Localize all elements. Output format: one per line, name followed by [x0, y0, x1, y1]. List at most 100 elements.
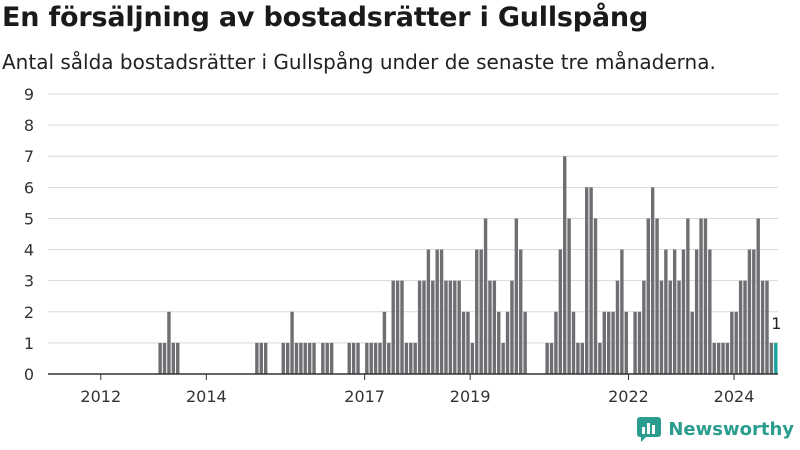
- y-tick-label: 6: [24, 178, 34, 197]
- bar: [281, 342, 285, 374]
- bar: [365, 342, 369, 374]
- bar: [686, 218, 690, 374]
- bar: [514, 218, 519, 374]
- bar: [554, 311, 558, 374]
- bar: [404, 342, 409, 374]
- bar: [479, 249, 483, 374]
- bar: [329, 342, 334, 374]
- y-tick-label: 8: [24, 116, 34, 135]
- bar: [488, 280, 492, 374]
- bar: [549, 342, 554, 374]
- bar: [725, 342, 730, 374]
- bar: [519, 249, 523, 374]
- bar: [483, 218, 488, 374]
- bar: [470, 342, 475, 374]
- bar: [589, 187, 593, 374]
- bar: [290, 311, 294, 374]
- bar: [694, 249, 699, 374]
- bar: [677, 280, 681, 374]
- bar: [422, 280, 426, 374]
- chart-title: En försäljning av bostadsrätter i Gullsp…: [2, 2, 649, 33]
- bar: [738, 280, 743, 374]
- bar: [765, 280, 769, 374]
- bar: [571, 311, 576, 374]
- x-tick-label: 2024: [714, 387, 755, 406]
- bar: [369, 342, 373, 374]
- bar: [453, 280, 457, 374]
- bar: [664, 249, 668, 374]
- bar: [497, 311, 501, 374]
- bar: [391, 280, 395, 374]
- bar: [439, 249, 444, 374]
- bar: [435, 249, 439, 374]
- bar: [743, 280, 747, 374]
- bar: [263, 342, 268, 374]
- bar: [681, 249, 686, 374]
- bar: [444, 280, 448, 374]
- bar: [611, 311, 615, 374]
- bar: [417, 280, 422, 374]
- y-tick-label: 7: [24, 147, 34, 166]
- bar: [176, 342, 180, 374]
- bar: [708, 249, 712, 374]
- x-tick-label: 2017: [344, 387, 385, 406]
- bar: [307, 342, 312, 374]
- bar: [690, 311, 694, 374]
- bar: [699, 218, 703, 374]
- bar: [457, 280, 461, 374]
- bar: [400, 280, 404, 374]
- bar: [413, 342, 417, 374]
- bar: [523, 311, 527, 374]
- bar: [505, 311, 510, 374]
- bar: [303, 342, 307, 374]
- brand-logo: Newsworthy: [636, 416, 794, 442]
- bar: [325, 342, 329, 374]
- bar-highlight: [774, 342, 778, 374]
- bar: [285, 342, 290, 374]
- bar: [642, 280, 646, 374]
- bar: [567, 218, 571, 374]
- bar: [563, 156, 567, 374]
- bar: [655, 218, 659, 374]
- bar: [712, 342, 716, 374]
- bar: [409, 342, 413, 374]
- bar: [760, 280, 765, 374]
- bar: [378, 342, 382, 374]
- bar: [545, 342, 549, 374]
- bar: [756, 218, 760, 374]
- newsworthy-logo-icon: [637, 417, 662, 442]
- bar: [162, 342, 167, 374]
- y-tick-label: 2: [24, 303, 34, 322]
- bar: [602, 311, 606, 374]
- bar: [259, 342, 263, 374]
- bar: [576, 342, 580, 374]
- bar: [501, 342, 505, 374]
- bar: [734, 311, 738, 374]
- x-tick-label: 2022: [608, 387, 649, 406]
- bar: [624, 311, 628, 374]
- bar: [580, 342, 585, 374]
- bar: [171, 342, 176, 374]
- bar: [620, 249, 624, 374]
- bar: [730, 311, 734, 374]
- bar: [347, 342, 351, 374]
- bar: [475, 249, 479, 374]
- bar: [426, 249, 431, 374]
- bar: [593, 218, 598, 374]
- bar: [659, 280, 664, 374]
- bar: [585, 187, 589, 374]
- x-tick-label: 2014: [186, 387, 227, 406]
- bar: [492, 280, 497, 374]
- bar: [294, 342, 299, 374]
- bar: [716, 342, 721, 374]
- bar: [606, 311, 611, 374]
- bar: [672, 249, 677, 374]
- y-tick-label: 4: [24, 241, 34, 260]
- bar: [668, 280, 672, 374]
- x-tick-label: 2019: [450, 387, 491, 406]
- bar: [615, 280, 620, 374]
- bar: [356, 342, 360, 374]
- bar: [158, 342, 162, 374]
- bar: [752, 249, 756, 374]
